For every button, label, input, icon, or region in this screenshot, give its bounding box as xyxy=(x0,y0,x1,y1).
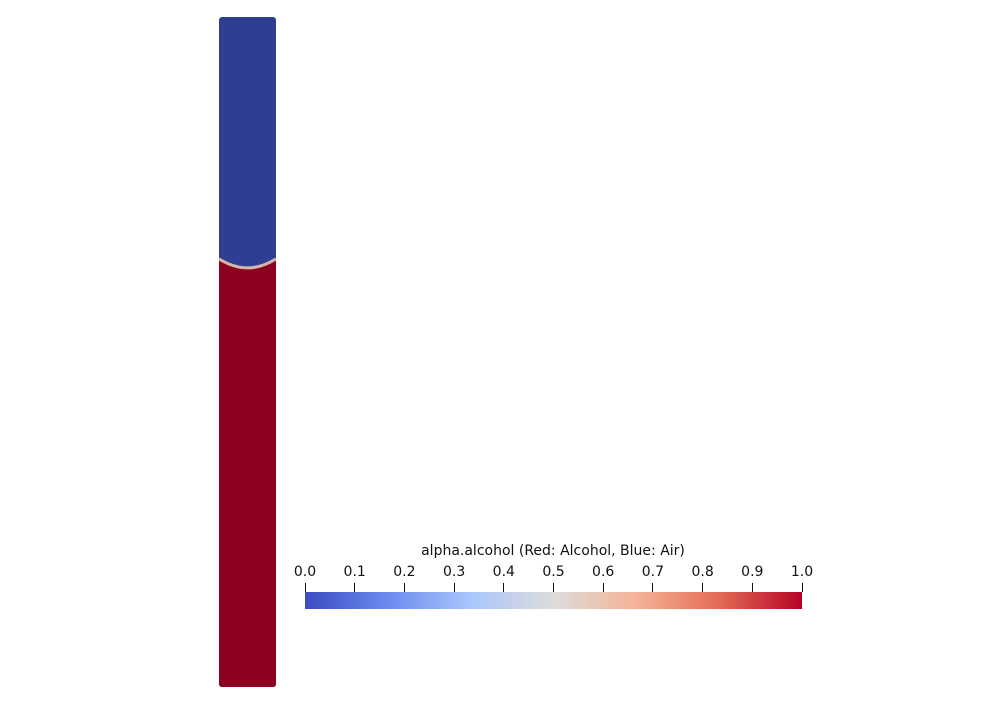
alcohol-region xyxy=(219,258,276,687)
colorbar-tick-label: 0.6 xyxy=(592,564,615,580)
colorbar-tick-label: 0.1 xyxy=(343,564,366,580)
colorbar-tick-mark xyxy=(304,583,306,592)
colorbar-ticks: 0.0 0.1 0.2 0.3 0.4 0.5 0.6 0.7 0.8 0.9 1.0 xyxy=(285,540,825,620)
colorbar-tick-label: 0.9 xyxy=(741,564,764,580)
colorbar-legend: alpha.alcohol (Red: Alcohol, Blue: Air) … xyxy=(285,540,825,620)
colorbar-tick-label: 0.3 xyxy=(442,564,466,580)
colorbar-tick-mark xyxy=(453,583,455,592)
colorbar-tick-label: 0.7 xyxy=(641,564,665,580)
colorbar-tick-label: 1.0 xyxy=(790,564,814,580)
colorbar-tick-mark xyxy=(751,583,753,592)
colorbar-tick-label: 0.0 xyxy=(293,564,317,580)
colorbar-tick-label: 0.8 xyxy=(691,564,714,580)
meniscus-interface xyxy=(219,257,276,270)
colorbar-tick-mark xyxy=(702,583,704,592)
colorbar-tick-mark xyxy=(801,583,803,592)
colorbar-tick-mark xyxy=(403,583,405,592)
colorbar-tick-mark xyxy=(553,583,554,592)
colorbar-tick-label: 0.4 xyxy=(492,564,515,580)
colorbar-tick-label: 0.2 xyxy=(393,564,416,580)
colorbar-tick-mark xyxy=(652,583,654,592)
colorbar-tick-mark xyxy=(602,583,604,592)
colorbar-title: alpha.alcohol (Red: Alcohol, Blue: Air) xyxy=(421,543,685,559)
colorbar-tick-mark xyxy=(503,583,505,592)
colorbar-gradient xyxy=(305,592,802,609)
colorbar-tick-mark xyxy=(354,583,356,592)
colorbar-tick-label: 0.5 xyxy=(542,564,565,580)
